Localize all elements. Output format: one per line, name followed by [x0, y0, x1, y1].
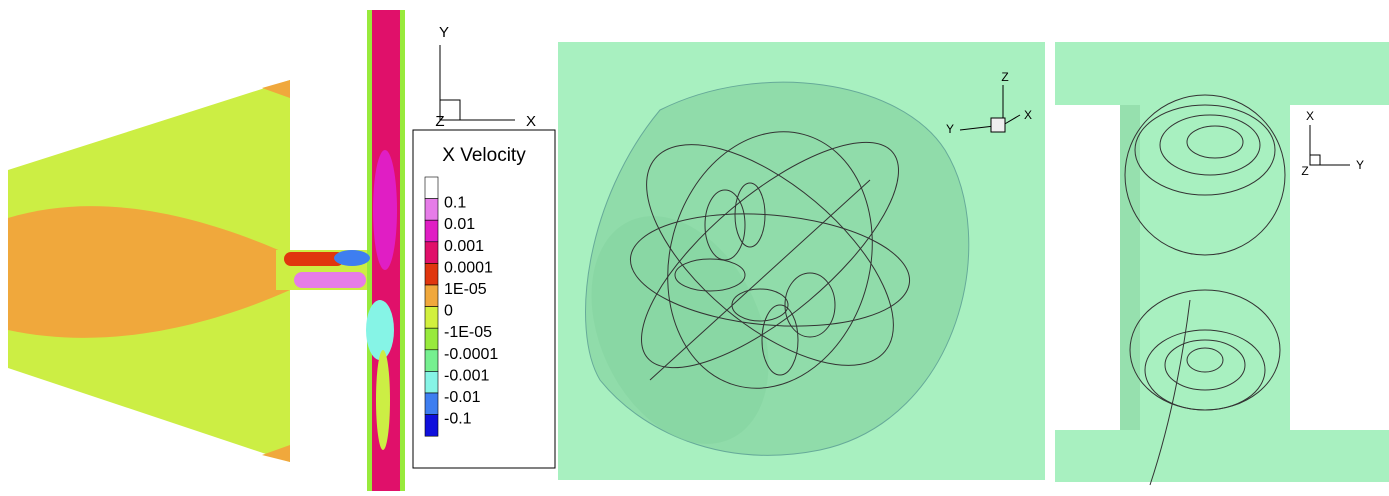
axis-label: Y	[946, 122, 954, 136]
legend-swatch	[425, 350, 438, 372]
legend-swatch	[425, 328, 438, 350]
axis-box	[1310, 155, 1320, 165]
axis-label: Y	[1356, 158, 1364, 172]
legend-swatch	[425, 242, 438, 264]
streamline-3d: Z Y X	[557, 42, 1045, 480]
legend-swatch	[425, 177, 438, 199]
legend-swatch	[425, 307, 438, 329]
axis-label: Z	[435, 113, 444, 130]
legend-label: -1E-05	[444, 324, 492, 341]
channel-yellow	[376, 350, 390, 450]
legend-label: -0.1	[444, 411, 472, 428]
legend-label: -0.001	[444, 367, 489, 384]
channel-magenta	[373, 150, 397, 270]
legend-swatch	[425, 371, 438, 393]
legend-swatch	[425, 199, 438, 221]
legend-label: 0.001	[444, 238, 484, 255]
legend-label: 0.0001	[444, 259, 493, 276]
legend-label: 0	[444, 303, 453, 320]
axis-label: Z	[1001, 70, 1008, 84]
channel-blue	[334, 250, 370, 266]
figure: Y Z X X Velocity 0.1 0.01 0.001 0.0001 1E-05…	[0, 0, 1389, 491]
legend-label: -0.0001	[444, 346, 498, 363]
channel-green	[366, 300, 394, 360]
axis-label: Y	[439, 24, 449, 41]
legend-label: 0.1	[444, 195, 466, 212]
axis-label: X	[1306, 109, 1314, 123]
top-plate	[1055, 42, 1389, 105]
axis-label: X	[526, 113, 536, 130]
nozzle-pink	[294, 272, 366, 288]
legend-title: X Velocity	[442, 145, 526, 166]
legend-label: 0.01	[444, 216, 475, 233]
streamline-side: X Z Y	[1055, 42, 1389, 485]
cylinder	[1120, 105, 1290, 430]
legend-label: 1E-05	[444, 281, 487, 298]
axis-label: Z	[1301, 164, 1308, 178]
legend-swatch	[425, 285, 438, 307]
axis-label: X	[1024, 108, 1032, 122]
legend-swatch	[425, 415, 438, 437]
legend-swatch	[425, 263, 438, 285]
bottom-plate	[1055, 430, 1389, 482]
contour-plot: Y Z X X Velocity 0.1 0.01 0.001 0.0001 1E-05…	[8, 10, 555, 491]
legend-swatch	[425, 220, 438, 242]
legend-label: -0.01	[444, 389, 481, 406]
cylinder-shade	[1120, 105, 1140, 430]
legend-swatch	[425, 393, 438, 415]
axis-box	[991, 118, 1005, 132]
